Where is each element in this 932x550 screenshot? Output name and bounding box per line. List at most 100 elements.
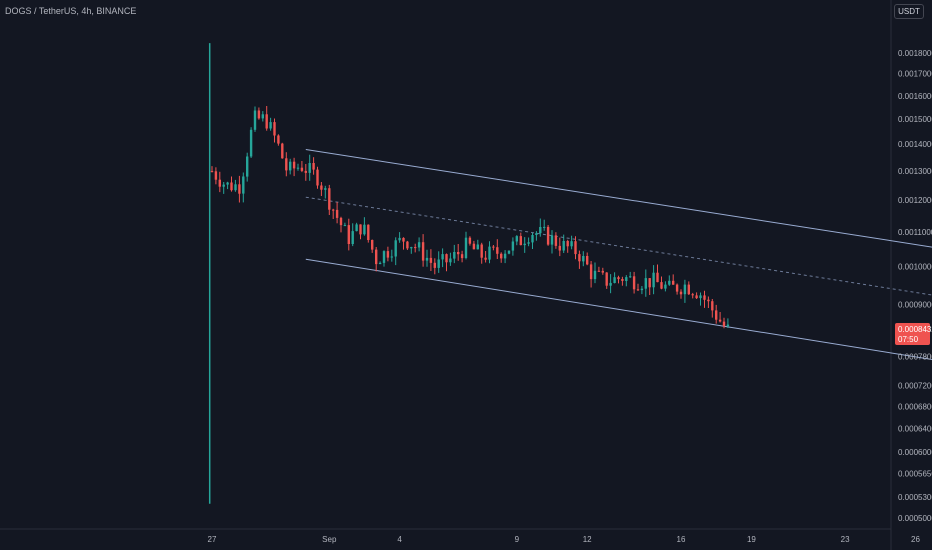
candle-body [257, 110, 261, 119]
x-tick-label: 23 [841, 535, 850, 544]
candle-body [718, 319, 722, 322]
candle-body [625, 277, 628, 281]
candle-body [375, 249, 378, 265]
candle-body [386, 251, 390, 258]
candle-body [515, 236, 518, 242]
candle-body [468, 237, 472, 244]
candle-body [554, 235, 558, 246]
candle-body [566, 241, 569, 247]
candle-body [722, 321, 726, 327]
candle-body [523, 243, 526, 246]
x-tick-label: 16 [677, 535, 686, 544]
candle-body [261, 114, 264, 119]
candle-body [507, 250, 511, 254]
candle-body [546, 226, 550, 245]
candle-body [535, 233, 538, 235]
candle-body [550, 235, 554, 245]
candle-body [460, 254, 464, 259]
candle-body [695, 295, 698, 299]
candle-body [210, 171, 214, 173]
candle-body [601, 270, 604, 273]
candle-body [238, 184, 241, 194]
candle-body [410, 247, 413, 249]
candle-body [464, 237, 468, 258]
candle-body [679, 291, 683, 295]
candle-body [480, 244, 483, 258]
symbol-title[interactable]: DOGS / TetherUS, 4h, BINANCE [5, 6, 137, 16]
time-axis[interactable]: 27Sep491216192326Oct471014 [208, 535, 932, 544]
candle-body [296, 167, 300, 169]
candle-body [269, 122, 272, 129]
candle-body [382, 251, 386, 263]
candle-body [285, 158, 288, 171]
candle-body [656, 272, 659, 283]
candle-body [539, 227, 542, 234]
candle-body [519, 236, 522, 246]
candle-body [421, 242, 425, 261]
candle-body [339, 217, 343, 226]
candle-body [332, 209, 335, 211]
candle-body [605, 272, 608, 286]
candle-body [234, 184, 237, 191]
candle-body [453, 252, 456, 259]
candle-body [503, 253, 507, 259]
candle-body [609, 282, 612, 286]
candle-body [242, 176, 245, 194]
candle-body [457, 252, 460, 255]
candle-body [484, 257, 487, 260]
candle-body [320, 185, 323, 190]
candle-body [586, 256, 589, 265]
channel-upper-line [305, 149, 932, 248]
candle-body [617, 277, 620, 280]
candle-body [222, 184, 225, 187]
candle-body [632, 276, 636, 290]
candle-body [347, 225, 350, 244]
candle-body [449, 258, 452, 263]
currency-button[interactable]: USDT [894, 4, 924, 19]
candle-body [691, 294, 694, 296]
last-price-badge: 0.0008432 07:50 [895, 323, 932, 345]
candle-body [324, 188, 327, 190]
candle-body [640, 288, 644, 291]
candle-body [543, 226, 546, 228]
candle-body [578, 254, 581, 262]
candle-body [300, 167, 304, 171]
candle-body [492, 246, 495, 248]
candle-body [683, 284, 687, 295]
x-tick-label: 12 [583, 535, 592, 544]
candle-body [406, 241, 409, 249]
candle-body [703, 295, 706, 300]
y-tick-label: 0.0005000 [898, 514, 932, 523]
candle-body [312, 163, 315, 170]
candle-body [562, 241, 565, 251]
regression-channel[interactable] [305, 149, 932, 391]
candle-body [500, 253, 503, 259]
candle-body [660, 282, 663, 289]
candle-body [402, 237, 405, 242]
candle-body [648, 278, 651, 288]
candle-body [570, 241, 573, 247]
candle-body [582, 256, 585, 262]
candle-body [414, 247, 417, 249]
candle-body [496, 247, 499, 254]
candle-body [265, 114, 268, 129]
candle-body [417, 242, 421, 248]
candle-body [707, 299, 710, 302]
candle-body [343, 225, 347, 227]
candle-body [527, 242, 530, 244]
candle-body [437, 259, 440, 268]
candle-body [363, 224, 366, 235]
candle-body [277, 135, 280, 144]
